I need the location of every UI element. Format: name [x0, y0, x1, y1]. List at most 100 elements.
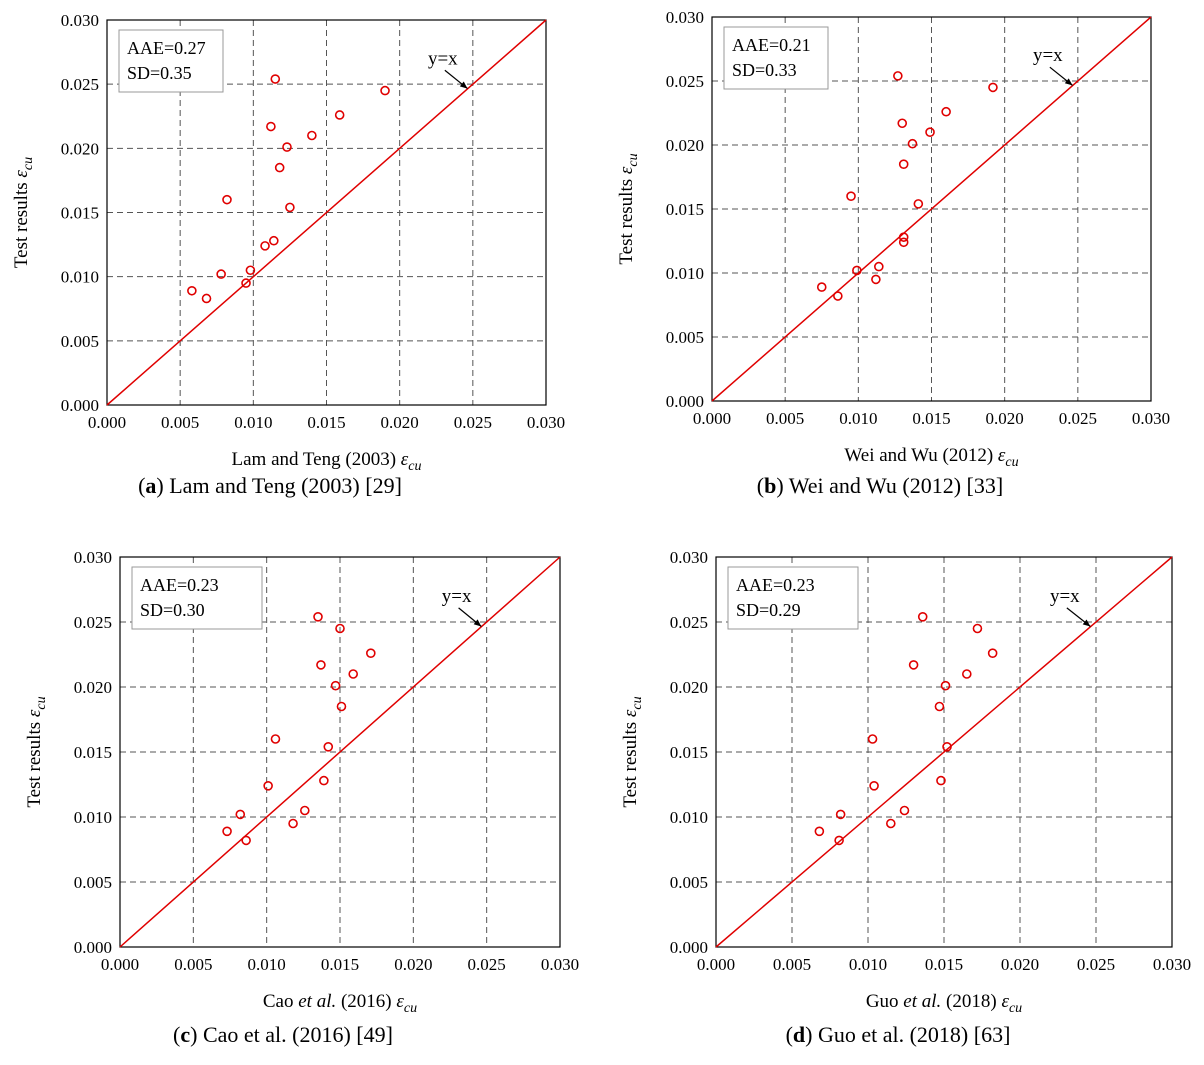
y-axis-label: Test results εcu [11, 157, 36, 268]
stats-box [131, 566, 263, 630]
y-axis-symbol-subscript: cu [34, 696, 49, 709]
panel-letter: c [180, 1022, 190, 1047]
x-tick-label: 0.030 [527, 413, 565, 432]
x-axis-label-year: (2016) [341, 991, 392, 1012]
arrow-head-icon [473, 619, 482, 627]
data-point [335, 623, 345, 634]
data-point [852, 265, 862, 276]
x-axis-label-italic: et al. [298, 991, 336, 1012]
data-point [299, 805, 310, 816]
y-tick-label: 0.010 [74, 808, 112, 827]
y-axis-symbol: ε [11, 170, 32, 178]
y-axis-symbol: ε [616, 166, 637, 174]
data-point [348, 669, 359, 679]
y-tick-label: 0.030 [670, 548, 708, 567]
stats-box [118, 29, 224, 93]
data-point [885, 818, 896, 829]
panel-caption: (a) Lam and Teng (2003) [29] [138, 473, 402, 498]
data-point [814, 826, 825, 837]
data-point [323, 741, 334, 752]
data-point [274, 162, 285, 173]
arrow-head-icon [1082, 619, 1091, 627]
x-axis-symbol-subscript: cu [1009, 1001, 1022, 1016]
data-point [893, 71, 903, 81]
x-tick-label: 0.025 [468, 955, 506, 974]
reference-line-label: y=x [442, 586, 472, 607]
data-point [869, 780, 879, 791]
y-tick-label: 0.020 [666, 136, 704, 155]
x-axis-symbol: ε [998, 445, 1006, 466]
x-tick-label: 0.030 [1153, 955, 1191, 974]
x-tick-label: 0.000 [697, 955, 735, 974]
data-point [936, 775, 946, 786]
x-tick-label: 0.015 [321, 955, 359, 974]
x-axis-label: Lam and Teng (2003) εcu [232, 449, 422, 474]
x-tick-label: 0.030 [1132, 409, 1170, 428]
data-point [245, 265, 256, 276]
data-point [288, 818, 298, 829]
y-axis-label-text: Test results [616, 179, 637, 265]
y-tick-label: 0.015 [61, 204, 99, 223]
panel-letter: b [764, 473, 776, 498]
x-tick-label: 0.025 [1059, 409, 1097, 428]
reference-line-y-equals-x [119, 556, 561, 948]
panel-caption: (c) Cao et al. (2016) [49] [173, 1022, 393, 1047]
plot-frame [715, 556, 1173, 948]
data-point [941, 106, 951, 117]
data-point [867, 734, 878, 744]
y-axis-label-text: Test results [24, 722, 45, 808]
data-point [835, 809, 846, 820]
y-axis-label: Test results εcu [620, 696, 645, 807]
x-tick-label: 0.020 [394, 955, 432, 974]
data-point [925, 127, 935, 137]
x-axis-symbol: ε [1001, 991, 1009, 1012]
data-point [833, 291, 843, 301]
panel-caption: (d) Guo et al. (2018) [63] [786, 1022, 1011, 1047]
y-axis-label-text: Test results [620, 722, 641, 808]
x-axis-symbol: ε [396, 991, 404, 1012]
x-tick-label: 0.000 [693, 409, 731, 428]
arrow-head-icon [459, 81, 468, 89]
y-tick-label: 0.000 [666, 392, 704, 411]
stats-line: SD=0.35 [127, 63, 192, 83]
x-tick-label: 0.005 [773, 955, 811, 974]
data-point [816, 282, 827, 292]
x-tick-label: 0.015 [925, 955, 963, 974]
plot-frame [711, 16, 1152, 402]
data-point [898, 159, 909, 169]
y-tick-label: 0.025 [670, 613, 708, 632]
data-point [334, 110, 345, 120]
x-axis-label-italic: et al. [903, 991, 941, 1012]
stats-line: AAE=0.23 [140, 575, 219, 595]
stats-line: SD=0.29 [736, 600, 801, 620]
x-tick-label: 0.015 [307, 413, 345, 432]
x-axis-label: Guo et al. (2018) εcu [866, 991, 1022, 1016]
y-tick-label: 0.010 [61, 268, 99, 287]
data-point [871, 274, 881, 285]
y-tick-label: 0.005 [666, 328, 704, 347]
data-point [260, 241, 270, 251]
data-point [961, 669, 972, 679]
reference-line-label: y=x [1050, 586, 1080, 607]
data-point [940, 680, 951, 691]
data-point [222, 826, 232, 837]
data-point [241, 278, 251, 288]
y-axis-label-text: Test results [11, 182, 32, 268]
x-axis-label-text: Guo [866, 991, 899, 1012]
y-axis-symbol: ε [24, 709, 45, 717]
data-point [269, 235, 279, 246]
y-tick-label: 0.025 [61, 75, 99, 94]
data-point [917, 611, 928, 622]
data-point [380, 85, 390, 96]
data-point [201, 293, 212, 304]
x-tick-label: 0.020 [381, 413, 419, 432]
x-tick-label: 0.010 [839, 409, 877, 428]
panel-caption-text: ) Cao et al. (2016) [49] [190, 1022, 393, 1047]
reference-line-label: y=x [428, 48, 458, 69]
reference-line-y-equals-x [106, 19, 547, 406]
data-point [336, 701, 347, 712]
stats-box [723, 26, 829, 90]
x-tick-label: 0.005 [161, 413, 199, 432]
y-tick-label: 0.020 [61, 139, 99, 158]
